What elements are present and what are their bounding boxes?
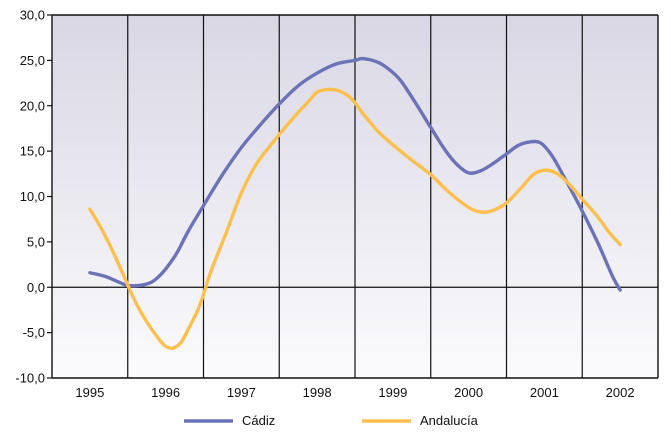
x-tick-label: 1998 [303,385,332,400]
legend: Cádiz Andalucía [184,413,479,428]
x-tick-label: 1996 [151,385,180,400]
y-tick-label: 15,0 [20,144,45,159]
y-tick-label: -5,0 [23,325,45,340]
y-tick-label: 25,0 [20,53,45,68]
axes [47,14,659,379]
x-tick-label: 2001 [530,385,559,400]
x-tick-label: 1999 [378,385,407,400]
y-tick-labels: 30,0 25,0 20,0 15,0 10,0 5,0 0,0 -5,0 -10,0 [15,8,45,386]
y-tick-label: 30,0 [20,8,45,23]
y-tick-label: 10,0 [20,189,45,204]
x-tick-label: 1995 [75,385,104,400]
y-tick-label: 5,0 [27,234,45,249]
y-tick-label: -10,0 [15,371,45,386]
series-lines [88,56,622,350]
legend-label: Andalucía [420,413,479,428]
x-tick-label: 2000 [454,385,483,400]
y-tick-label: 20,0 [20,98,45,113]
series-line-cadiz [88,56,622,292]
grid-lines [52,15,658,378]
x-tick-labels: 1995 1996 1997 1998 1999 2000 2001 2002 [75,385,634,400]
series-line-andalucia [88,87,622,350]
x-tick-label: 1997 [227,385,256,400]
legend-label: Cádiz [242,413,275,428]
y-tick-label: 0,0 [27,280,45,295]
x-tick-label: 2002 [606,385,635,400]
